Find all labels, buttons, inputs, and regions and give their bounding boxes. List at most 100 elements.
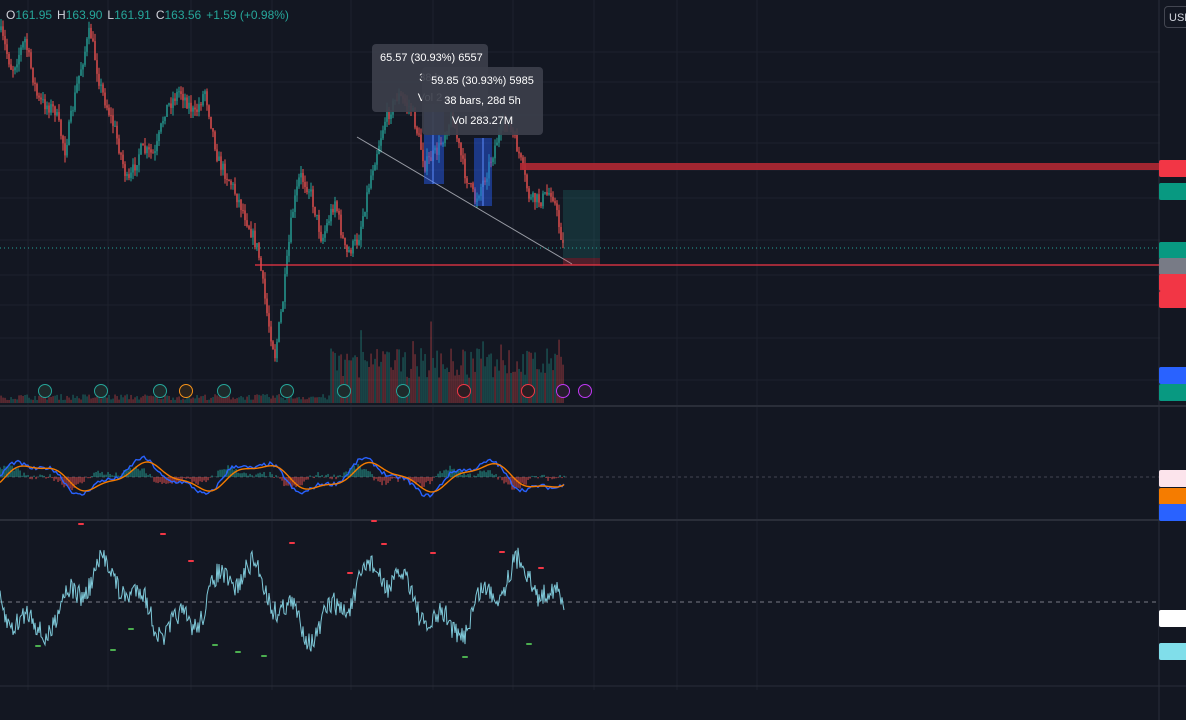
candle-body bbox=[174, 98, 176, 101]
volume-bar bbox=[182, 398, 184, 403]
candle-body bbox=[236, 193, 238, 203]
candle-body bbox=[364, 211, 366, 217]
macd-histogram-bar bbox=[383, 477, 385, 481]
volume-bar bbox=[50, 396, 52, 403]
candle-body bbox=[10, 64, 12, 70]
volume-bar bbox=[462, 349, 464, 403]
volume-bar bbox=[60, 394, 62, 403]
volume-bar bbox=[68, 397, 70, 403]
volume-bar bbox=[114, 394, 116, 403]
candle-body bbox=[70, 110, 72, 122]
volume-bar bbox=[334, 353, 336, 403]
volume-bar bbox=[306, 399, 308, 403]
event-marker bbox=[153, 384, 167, 398]
macd-histogram-bar bbox=[379, 477, 381, 482]
macd-histogram-bar bbox=[463, 472, 465, 477]
macd-histogram-bar bbox=[543, 474, 545, 477]
macd-histogram-bar bbox=[265, 476, 267, 477]
candle-body bbox=[300, 173, 302, 178]
candle-body bbox=[436, 147, 438, 155]
volume-bar bbox=[116, 396, 118, 403]
macd-layer bbox=[0, 455, 1160, 498]
macd-histogram-bar bbox=[273, 477, 275, 478]
volume-bar bbox=[410, 368, 412, 403]
candle-body bbox=[146, 147, 148, 154]
candle-body bbox=[470, 183, 472, 185]
candle-body bbox=[280, 311, 282, 323]
macd-histogram-bar bbox=[187, 477, 189, 479]
candle-body bbox=[130, 172, 132, 178]
volume-bar bbox=[254, 394, 256, 403]
volume-bar bbox=[54, 395, 56, 403]
candle-body bbox=[320, 231, 322, 241]
macd-histogram-bar bbox=[373, 477, 375, 481]
candle-body bbox=[202, 94, 204, 106]
macd-histogram-bar bbox=[41, 475, 43, 477]
candle-body bbox=[348, 249, 350, 253]
candle-body bbox=[382, 130, 384, 139]
macd-histogram-bar bbox=[199, 477, 201, 482]
macd-histogram-bar bbox=[391, 477, 393, 479]
candle-body bbox=[74, 92, 76, 111]
volume-bar bbox=[362, 351, 364, 403]
candle-body bbox=[214, 131, 216, 150]
macd-histogram-bar bbox=[55, 477, 57, 480]
macd-histogram-bar bbox=[261, 474, 263, 477]
volume-bar bbox=[78, 398, 80, 403]
candle-body bbox=[484, 180, 486, 183]
volume-bar bbox=[40, 394, 42, 403]
currency-button[interactable]: USD bbox=[1164, 6, 1186, 28]
candle-body bbox=[526, 174, 528, 189]
macd-histogram-bar bbox=[153, 477, 155, 482]
macd-histogram-bar bbox=[497, 477, 499, 480]
volume-bar bbox=[386, 351, 388, 403]
macd-histogram-bar bbox=[185, 477, 187, 479]
volume-bar bbox=[136, 396, 138, 403]
candle-body bbox=[158, 131, 160, 142]
volume-bar bbox=[560, 356, 562, 403]
long-position-stop bbox=[563, 258, 600, 265]
macd-histogram-bar bbox=[503, 477, 505, 484]
volume-bar bbox=[534, 352, 536, 403]
candle-body bbox=[476, 198, 478, 203]
candle-body bbox=[494, 145, 496, 159]
candle-body bbox=[204, 91, 206, 95]
close-value: 163.56 bbox=[164, 8, 202, 22]
rsi-bull-tag bbox=[110, 649, 116, 651]
candle-body bbox=[254, 230, 256, 248]
volume-bar bbox=[20, 395, 22, 403]
volume-bar bbox=[72, 394, 74, 403]
volume-bar bbox=[506, 373, 508, 403]
macd-histogram-bar bbox=[141, 468, 143, 477]
macd-histogram-bar bbox=[211, 475, 213, 477]
candle-body bbox=[488, 161, 490, 179]
volume-bar bbox=[478, 349, 480, 403]
volume-bar bbox=[522, 354, 524, 403]
candle-body bbox=[200, 104, 202, 106]
macd-histogram-bar bbox=[363, 469, 365, 477]
macd-histogram-bar bbox=[445, 469, 447, 477]
volume-bar bbox=[74, 397, 76, 403]
volume-bar bbox=[152, 396, 154, 403]
volume-bar bbox=[26, 394, 28, 403]
volume-bar bbox=[62, 399, 64, 403]
candle-body bbox=[496, 142, 498, 146]
candle-body bbox=[266, 298, 268, 314]
candle-body bbox=[328, 221, 330, 223]
candle-body bbox=[522, 157, 524, 165]
candle-body bbox=[58, 112, 60, 121]
candle-body bbox=[540, 202, 542, 207]
candle-body bbox=[144, 145, 146, 154]
macd-histogram-bar bbox=[243, 472, 245, 477]
volume-bar bbox=[348, 360, 350, 403]
volume-bar bbox=[134, 397, 136, 403]
volume-bar bbox=[442, 364, 444, 403]
macd-histogram-bar bbox=[477, 473, 479, 477]
volume-bar bbox=[220, 395, 222, 403]
volume-bar bbox=[144, 394, 146, 403]
macd-histogram-bar bbox=[523, 477, 525, 485]
macd-pill bbox=[1159, 470, 1186, 487]
rsi-bear-tag bbox=[499, 551, 505, 553]
candle-body bbox=[14, 67, 16, 71]
